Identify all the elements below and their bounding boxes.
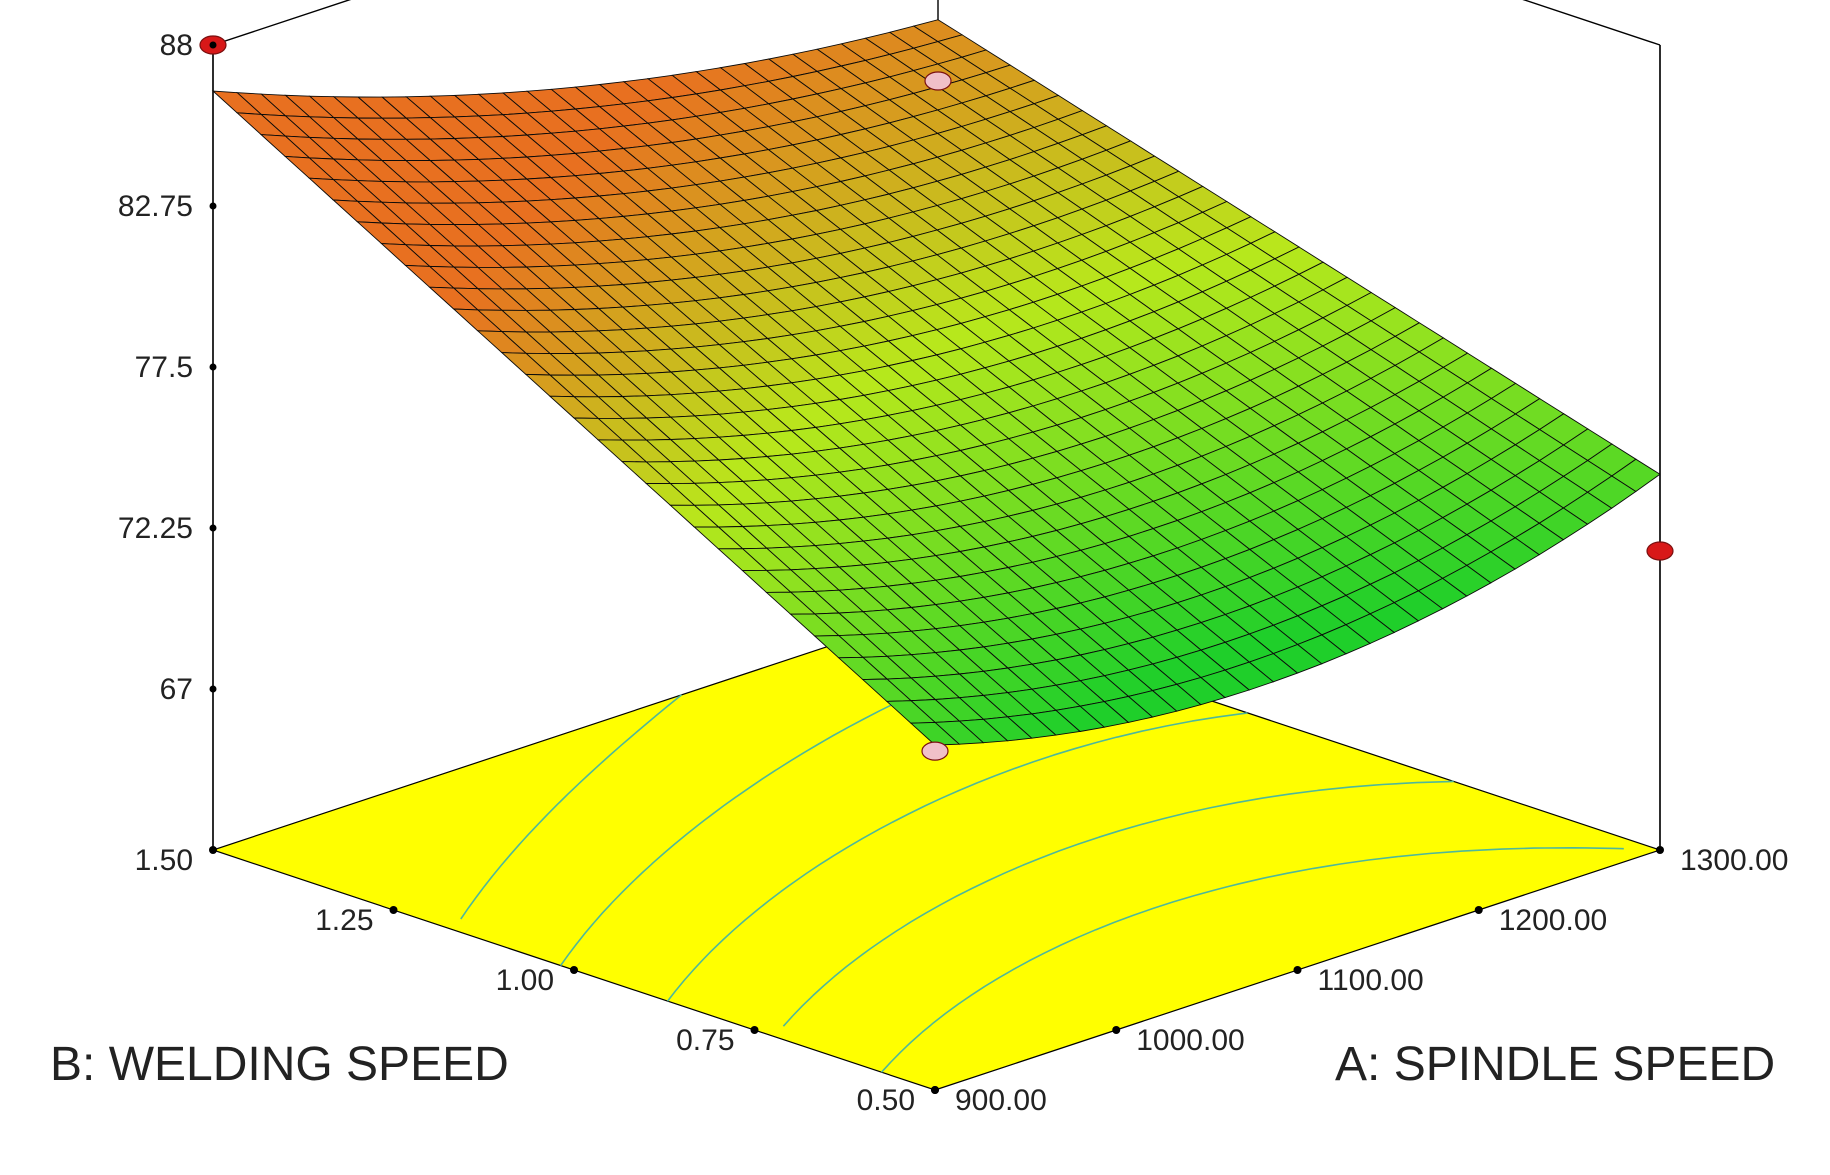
y-tick-label: 1.00 bbox=[496, 964, 554, 997]
y-tick-label: 1.50 bbox=[135, 844, 193, 877]
z-tick-label: 88 bbox=[160, 29, 193, 62]
surface-cell bbox=[909, 721, 961, 746]
x-tick-label: 900.00 bbox=[955, 1084, 1047, 1117]
z-tick-label: 77.5 bbox=[135, 351, 193, 384]
z-tick-mark bbox=[209, 41, 217, 49]
response-surface-mesh bbox=[211, 19, 1661, 746]
y-tick-label: 0.50 bbox=[857, 1084, 915, 1117]
y-tick-mark bbox=[750, 1026, 759, 1034]
y-tick-label: 1.25 bbox=[315, 904, 373, 937]
x-tick-label: 1100.00 bbox=[1318, 964, 1424, 997]
contour-line-2 bbox=[666, 712, 1248, 1002]
y-tick-mark bbox=[389, 906, 398, 914]
z-tick-label: 72.25 bbox=[118, 512, 193, 545]
contour-line-0 bbox=[880, 847, 1624, 1073]
x-tick-mark bbox=[1112, 1026, 1121, 1034]
x-tick-mark bbox=[1656, 846, 1664, 854]
x-axis-title: A: SPINDLE SPEED bbox=[1335, 1038, 1775, 1091]
design-point bbox=[924, 71, 952, 91]
x-tick-label: 1200.00 bbox=[1499, 904, 1607, 937]
y-tick-mark bbox=[931, 1086, 939, 1094]
z-tick-mark bbox=[209, 363, 217, 371]
x-tick-label: 1300.00 bbox=[1680, 844, 1788, 877]
frame-edge-5 bbox=[1522, 0, 1661, 46]
design-point bbox=[1646, 541, 1674, 561]
y-tick-mark bbox=[570, 966, 578, 974]
frame-edge-4 bbox=[212, 0, 352, 46]
x-tick-mark bbox=[1293, 966, 1302, 974]
design-point bbox=[921, 741, 949, 761]
y-axis-title: B: WELDING SPEED bbox=[50, 1038, 509, 1091]
x-tick-label: 1000.00 bbox=[1136, 1024, 1244, 1057]
x-tick-mark bbox=[1474, 906, 1483, 914]
z-tick-label: 67 bbox=[160, 673, 193, 706]
contour-line-4 bbox=[460, 694, 683, 920]
z-tick-mark bbox=[209, 685, 217, 693]
y-tick-mark bbox=[209, 846, 217, 854]
z-tick-mark bbox=[209, 524, 217, 532]
z-tick-label: 82.75 bbox=[118, 190, 193, 223]
axis-ticks: 67 72.25 77.5 82.75 88 900.00 1000.00 1100.00 12… bbox=[118, 29, 1789, 1117]
z-tick-mark bbox=[209, 202, 217, 210]
y-tick-label: 0.75 bbox=[676, 1024, 734, 1057]
contour-line-1 bbox=[782, 780, 1454, 1027]
